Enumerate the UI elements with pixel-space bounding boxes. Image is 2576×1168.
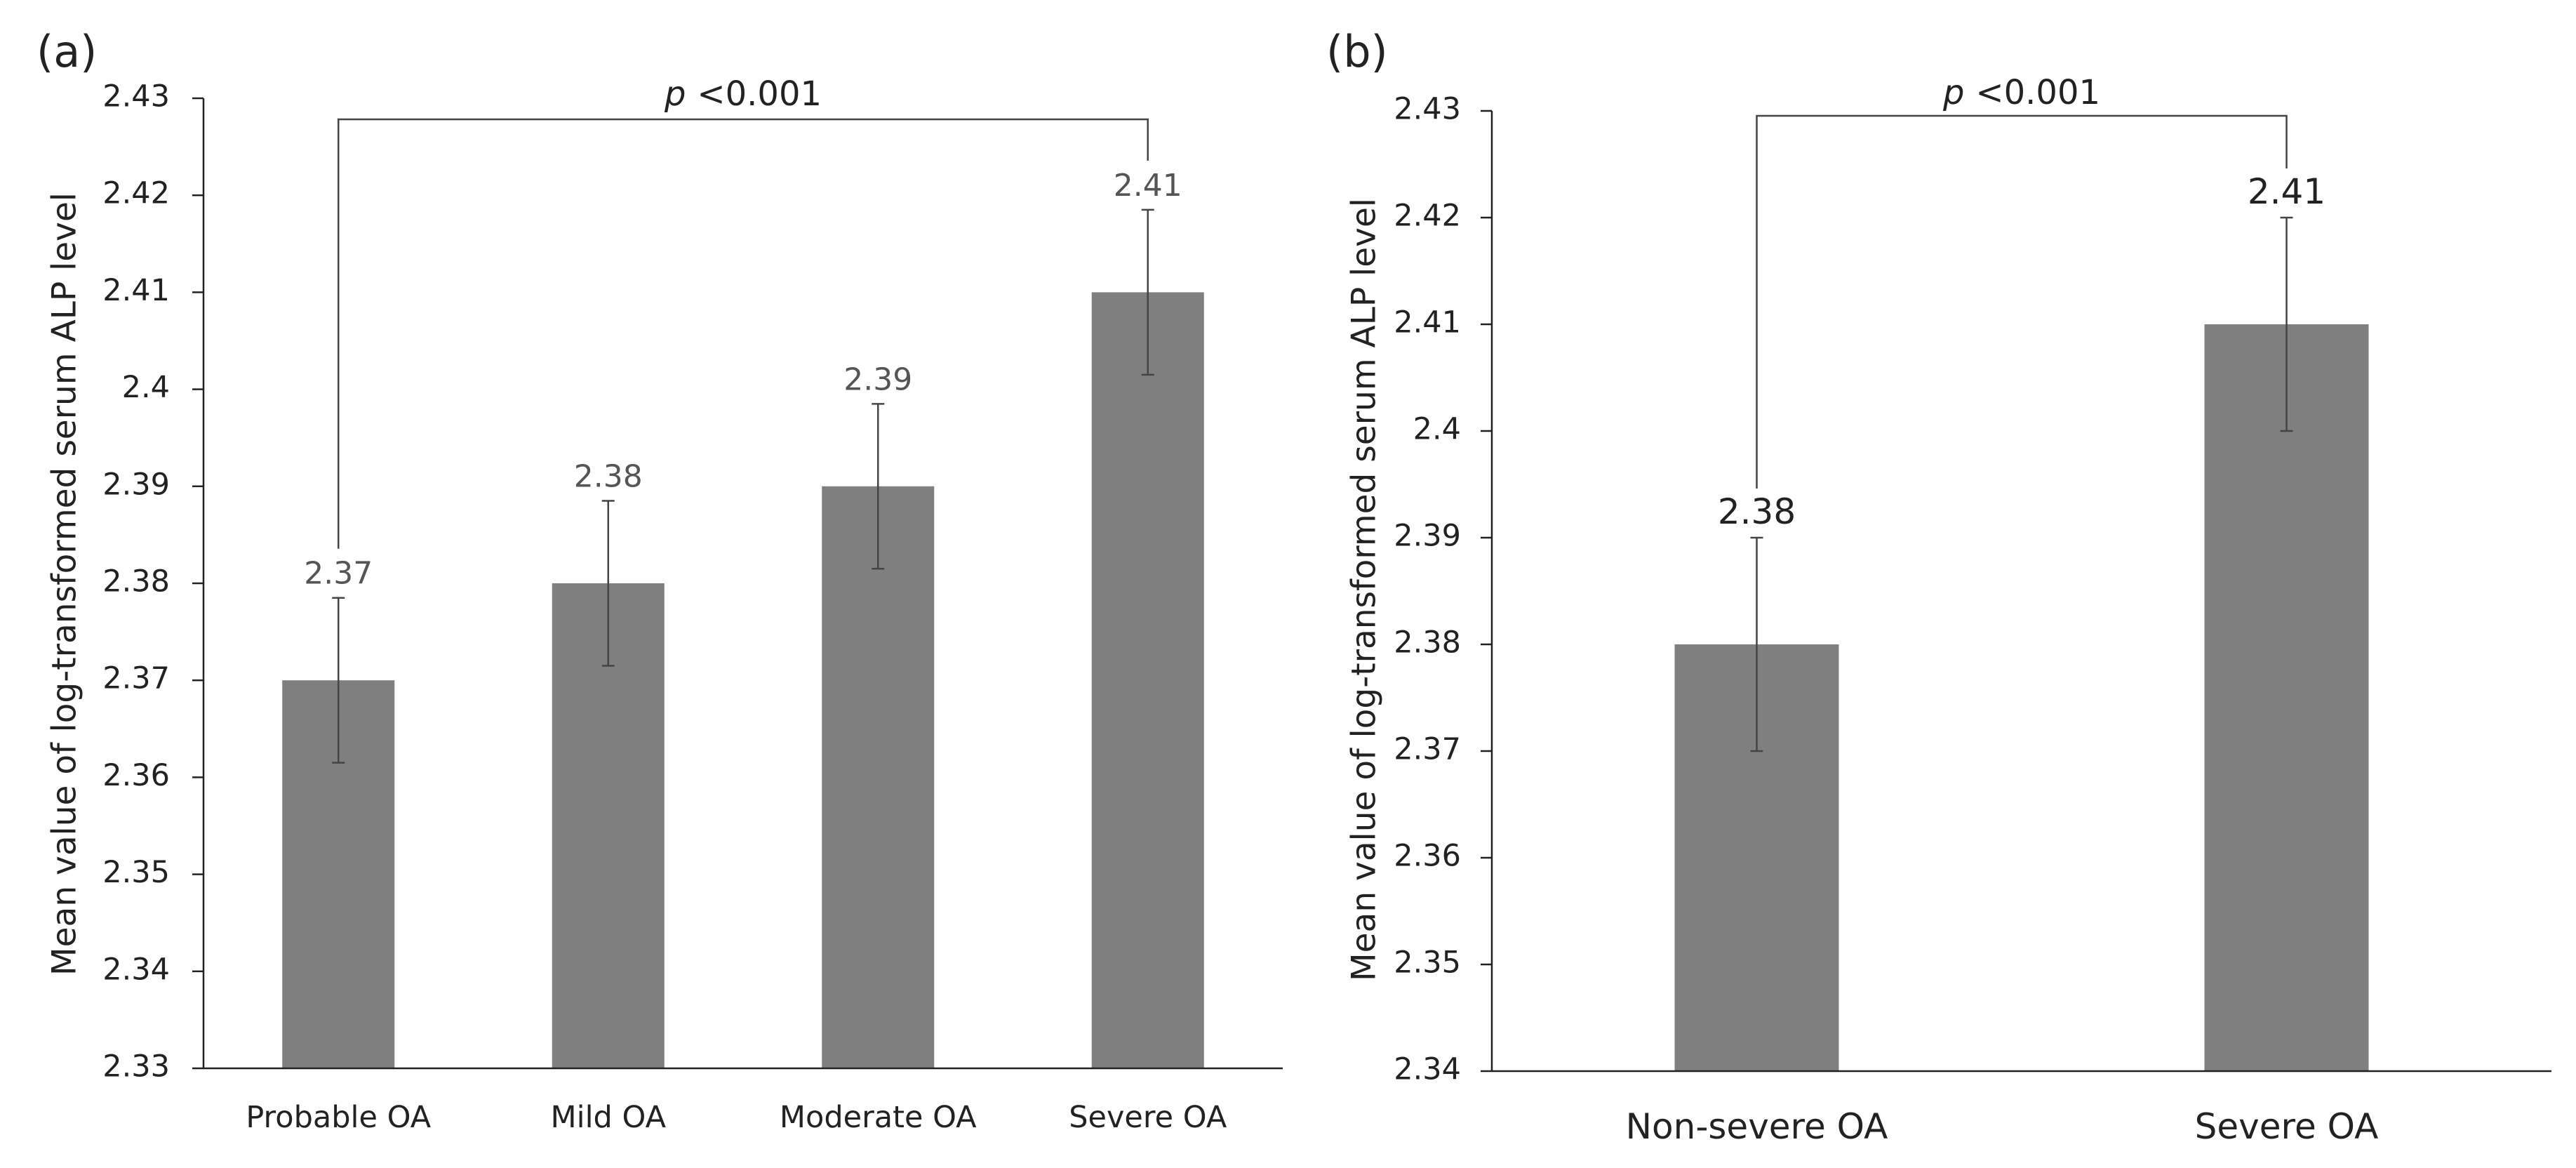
y-tick-label: 2.39	[102, 467, 170, 502]
x-category-label: Mild OA	[551, 1100, 667, 1135]
x-category-label: Severe OA	[2195, 1106, 2379, 1147]
y-tick-label: 2.33	[102, 1049, 170, 1084]
bar	[1091, 292, 1204, 1068]
y-tick-label: 2.34	[1394, 1052, 1461, 1087]
y-tick-label: 2.37	[1394, 732, 1461, 767]
p-symbol: p	[664, 74, 686, 114]
significance-annotation: p <0.001	[664, 74, 822, 114]
y-tick-label: 2.43	[1394, 92, 1461, 127]
bar	[822, 486, 935, 1068]
y-tick-label: 2.41	[1394, 305, 1461, 340]
y-axis-label: Mean value of log-transformed serum ALP …	[46, 192, 84, 976]
data-label: 2.41	[1114, 168, 1182, 204]
y-tick-label: 2.43	[102, 79, 170, 114]
y-tick-label: 2.41	[102, 273, 170, 308]
data-label: 2.37	[304, 556, 373, 592]
y-tick-label: 2.35	[1394, 945, 1461, 981]
significance-annotation: p <0.001	[1942, 73, 2100, 112]
panel-b-letter: (b)	[1326, 26, 1388, 77]
significance-bracket	[1756, 114, 2288, 489]
y-tick-label: 2.34	[102, 952, 170, 987]
y-tick-label: 2.36	[102, 758, 170, 793]
significance-bracket	[338, 118, 1149, 549]
y-tick-label: 2.38	[102, 564, 170, 599]
x-category-label: Probable OA	[246, 1100, 431, 1135]
y-tick-label: 2.38	[1394, 625, 1461, 661]
panel-a: (a) Mean value of log-transformed serum …	[36, 26, 1283, 1135]
y-tick-label: 2.4	[1413, 412, 1461, 447]
p-value: <0.001	[1975, 73, 2100, 112]
panel-a-letter: (a)	[36, 26, 97, 77]
bar	[2204, 324, 2369, 1071]
p-value: <0.001	[697, 74, 822, 114]
x-category-label: Severe OA	[1069, 1100, 1227, 1135]
y-tick-label: 2.37	[102, 661, 170, 696]
data-label: 2.41	[2248, 171, 2325, 212]
y-tick-label: 2.36	[1394, 839, 1461, 874]
data-label: 2.38	[1718, 491, 1796, 532]
x-category-label: Non-severe OA	[1626, 1106, 1888, 1147]
p-symbol: p	[1942, 73, 1964, 112]
y-tick-label: 2.39	[1394, 519, 1461, 554]
y-tick-label: 2.35	[102, 855, 170, 890]
y-axis-label: Mean value of log-transformed serum ALP …	[1345, 198, 1384, 981]
y-tick-label: 2.42	[1394, 199, 1461, 234]
y-tick-label: 2.42	[102, 176, 170, 211]
panel-b: (b) Mean value of log-transformed serum …	[1326, 26, 2551, 1147]
y-tick-label: 2.4	[122, 370, 170, 405]
data-label: 2.39	[843, 361, 912, 397]
data-label: 2.38	[574, 459, 643, 495]
x-category-label: Moderate OA	[780, 1100, 977, 1135]
